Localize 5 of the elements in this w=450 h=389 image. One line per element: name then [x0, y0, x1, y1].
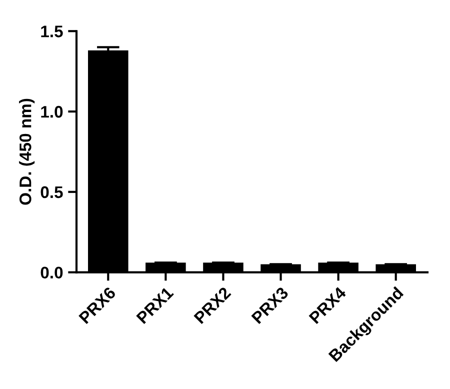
y-tick-label: 1.0: [41, 106, 63, 118]
y-tick-label: 1.5: [41, 26, 63, 38]
y-axis-title: O.D. (450 nm): [19, 98, 35, 205]
y-tick-label: 0.0: [40, 266, 63, 279]
y-tick-label: 0.5: [40, 186, 63, 198]
